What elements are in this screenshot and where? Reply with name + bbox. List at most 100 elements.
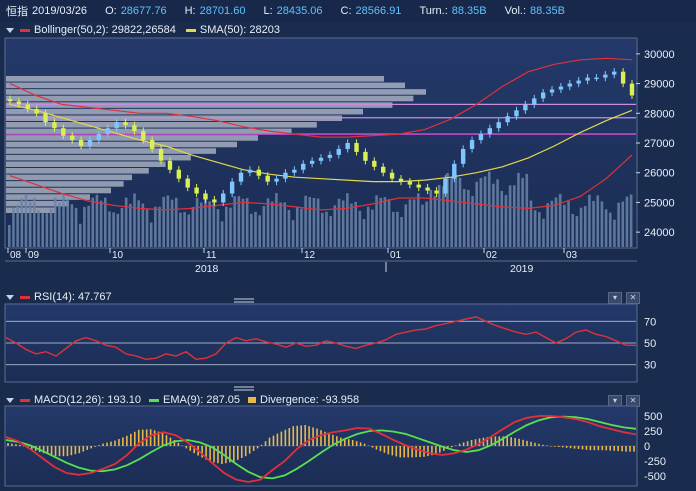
rsi-tick-label: 50 bbox=[644, 338, 656, 350]
volume-bar bbox=[116, 213, 120, 247]
volume-bar bbox=[145, 208, 149, 247]
divergence-bar bbox=[633, 446, 635, 452]
close-key: C: bbox=[340, 5, 352, 17]
divergence-bar bbox=[605, 446, 608, 451]
divergence-bar bbox=[74, 446, 77, 455]
divergence-bar bbox=[593, 446, 596, 451]
divergence-bar bbox=[351, 440, 354, 446]
volume-bar bbox=[512, 185, 516, 247]
collapse-icon[interactable] bbox=[6, 27, 14, 33]
divergence-bar bbox=[423, 446, 425, 457]
volume-bar bbox=[99, 200, 103, 247]
volume-bar bbox=[208, 201, 211, 247]
candle bbox=[309, 160, 315, 164]
divergence-bar bbox=[15, 444, 17, 446]
volume-bar bbox=[266, 198, 270, 247]
turnover-value: 88.35B bbox=[451, 5, 487, 17]
divergence-bar bbox=[193, 446, 196, 454]
volume-bar bbox=[166, 195, 170, 247]
volume-bar bbox=[442, 186, 445, 247]
macd-label: MACD(12,26): 193.10 bbox=[34, 394, 141, 406]
price-tick-label: 30000 bbox=[644, 49, 675, 61]
candle bbox=[603, 74, 608, 78]
close-panel-icon[interactable]: ✕ bbox=[626, 395, 640, 407]
volume-bar bbox=[179, 212, 182, 247]
divergence-bar bbox=[66, 446, 69, 457]
divergence-bar bbox=[130, 433, 132, 446]
year-label: 2019 bbox=[510, 263, 534, 275]
volume-bar bbox=[391, 211, 395, 247]
divergence-bar bbox=[601, 446, 604, 451]
divergence-bar bbox=[189, 446, 192, 451]
candle bbox=[336, 148, 341, 155]
divergence-bar bbox=[240, 446, 243, 458]
macd-panel bbox=[4, 405, 638, 487]
candle bbox=[585, 77, 590, 81]
volume-profile-bar bbox=[6, 108, 363, 115]
quote-header: 恒指 2019/03/26 O: 28677.76 H: 28701.60 L: 28… bbox=[0, 0, 696, 22]
high-value: 28701.60 bbox=[199, 5, 246, 17]
candle bbox=[327, 154, 333, 158]
volume-profile-bar bbox=[6, 200, 69, 207]
collapse-icon[interactable] bbox=[6, 294, 14, 300]
volume-bar bbox=[141, 203, 145, 247]
candle bbox=[96, 134, 102, 141]
month-label: 11 bbox=[206, 250, 217, 261]
volume-bar bbox=[187, 214, 191, 247]
divergence-bar bbox=[328, 433, 330, 446]
candle bbox=[407, 181, 413, 185]
volume-bar bbox=[24, 194, 28, 247]
volume-bar bbox=[408, 199, 412, 247]
volume-bar bbox=[254, 211, 257, 247]
minimize-panel-icon[interactable]: ▾ bbox=[608, 395, 622, 407]
divergence-bar bbox=[114, 440, 116, 446]
divergence-bar bbox=[514, 438, 516, 446]
turnover-key: Turn.: bbox=[419, 5, 448, 17]
candle bbox=[540, 92, 546, 99]
volume-profile-bar bbox=[6, 89, 426, 95]
volume-bar bbox=[308, 197, 312, 247]
close-panel-icon[interactable]: ✕ bbox=[626, 292, 640, 304]
divergence-bar bbox=[98, 445, 100, 446]
candle bbox=[16, 101, 22, 105]
candle bbox=[78, 140, 84, 146]
volume-bar bbox=[604, 209, 608, 247]
divergence-bar bbox=[490, 436, 493, 446]
macd-tick-label: 0 bbox=[644, 441, 650, 453]
divergence-bar bbox=[312, 427, 314, 446]
candle bbox=[203, 193, 208, 200]
volume-bar bbox=[433, 196, 437, 247]
candle bbox=[283, 172, 288, 179]
divergence-bar bbox=[145, 429, 148, 446]
volume-bar bbox=[33, 197, 36, 247]
volume-bar bbox=[563, 204, 566, 247]
divergence-bar bbox=[34, 446, 37, 451]
divergence-bar bbox=[264, 441, 267, 446]
candle bbox=[194, 187, 199, 194]
volume-profile-bar bbox=[6, 154, 191, 161]
price-tick-label: 25000 bbox=[644, 197, 675, 209]
minimize-panel-icon[interactable]: ▾ bbox=[608, 292, 622, 304]
collapse-icon[interactable] bbox=[6, 397, 14, 403]
candle bbox=[425, 187, 430, 191]
month-label: 10 bbox=[112, 250, 124, 261]
candle bbox=[229, 181, 235, 194]
candle bbox=[114, 122, 119, 129]
panel-splitter[interactable] bbox=[234, 298, 254, 303]
divergence-bar bbox=[387, 446, 390, 455]
volume-profile-bar bbox=[6, 141, 237, 148]
volume-bar bbox=[295, 206, 299, 247]
candle bbox=[256, 169, 261, 176]
volume-bar bbox=[279, 202, 282, 247]
divergence-bar bbox=[340, 437, 342, 446]
close-value: 28566.91 bbox=[355, 5, 402, 17]
volume-bar bbox=[199, 202, 203, 247]
divergence-bar bbox=[50, 446, 53, 456]
volume-bar bbox=[362, 219, 366, 247]
panel-splitter[interactable] bbox=[234, 386, 254, 391]
divergence-bar bbox=[137, 429, 140, 446]
divergence-bar bbox=[165, 435, 168, 446]
divergence-bar bbox=[609, 446, 612, 451]
volume-bar bbox=[558, 193, 562, 247]
candle bbox=[25, 104, 30, 109]
